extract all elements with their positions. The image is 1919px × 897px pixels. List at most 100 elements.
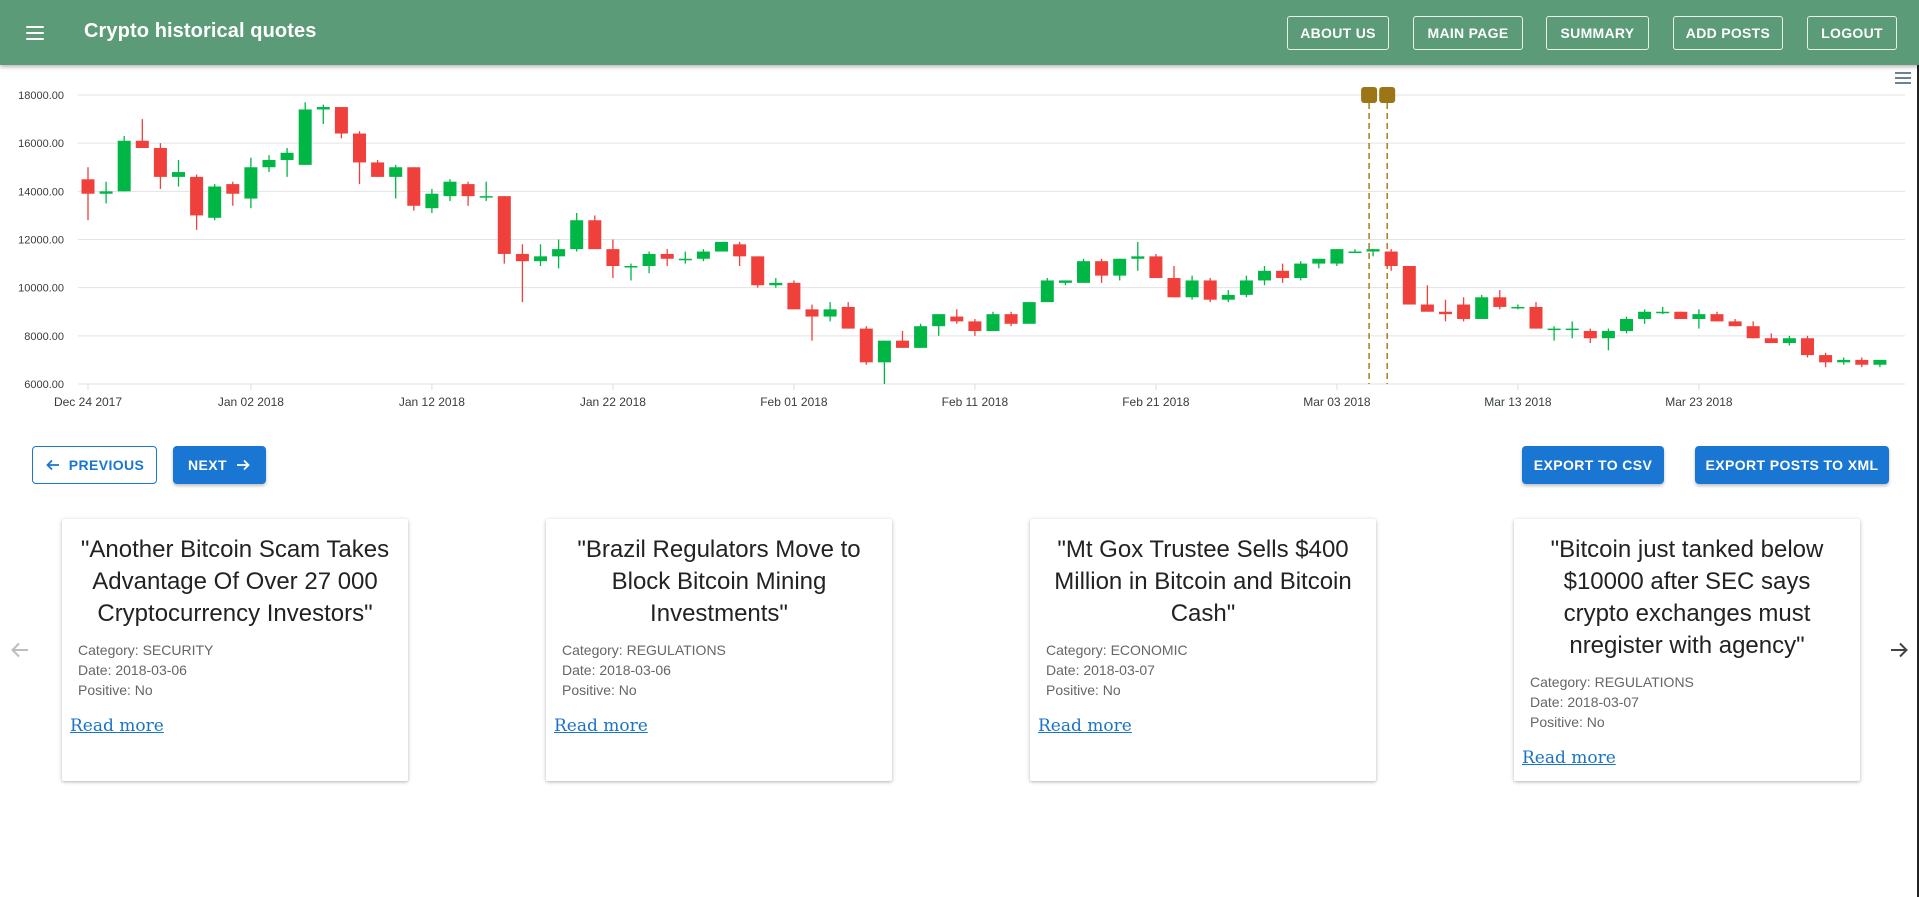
candle-body (1801, 338, 1814, 356)
candle-body (1384, 251, 1398, 266)
export-posts-xml-button[interactable]: EXPORT POSTS TO XML (1695, 446, 1889, 484)
candle-body (334, 107, 348, 134)
candle-body (1258, 270, 1271, 281)
post-category: Category: REGULATIONS (562, 642, 726, 658)
read-more-link[interactable]: Read more (1038, 716, 1132, 736)
candle-body (1674, 311, 1688, 319)
candle-body (1239, 280, 1253, 295)
candle-body (99, 191, 113, 194)
candle-body (479, 196, 493, 198)
candle-body (1728, 321, 1742, 327)
arrow-right-icon (236, 459, 250, 471)
candle-body (1040, 280, 1054, 303)
candle-body (1402, 265, 1416, 305)
x-tick-label: Feb 01 2018 (760, 395, 828, 409)
next-label: NEXT (188, 457, 227, 473)
y-tick-label: 6000.00 (24, 379, 64, 391)
candle-body (1131, 256, 1145, 259)
candle-body (1077, 261, 1090, 283)
candle-body (859, 328, 873, 363)
candle-body (1113, 258, 1127, 276)
candle-body (389, 167, 403, 177)
post-title: "Bitcoin just tanked below $10000 after … (1550, 536, 1824, 659)
post-title: "Another Bitcoin Scam Takes Advantage Of… (80, 536, 390, 627)
candle-body (570, 220, 584, 250)
candle-body (1710, 314, 1724, 322)
candle-body (588, 220, 602, 250)
read-more-link[interactable]: Read more (554, 716, 648, 736)
candle-body (787, 282, 801, 310)
candle-body (1167, 278, 1181, 298)
candle-body (1692, 314, 1706, 319)
candle-body (678, 258, 692, 261)
nav-summary-button[interactable]: SUMMARY (1546, 16, 1649, 50)
post-card: "Another Bitcoin Scam Takes Advantage Of… (62, 519, 408, 781)
candle-body (1819, 355, 1833, 363)
candle-body (1457, 304, 1471, 319)
candle-body (986, 314, 1000, 332)
candle-body (896, 340, 909, 348)
carousel-next-arrow-icon[interactable] (1887, 638, 1911, 662)
candle-body (1493, 297, 1507, 307)
price-chart[interactable]: 18000.00 16000.00 14000.00 12000.00 10000.00… (0, 68, 1919, 418)
nav-logout-button[interactable]: LOGOUT (1807, 16, 1897, 50)
candlestick-chart[interactable]: 18000.00 16000.00 14000.00 12000.00 10000.00… (0, 68, 1919, 418)
candle-body (1547, 328, 1561, 331)
candle-body (461, 184, 475, 197)
candle-body (1366, 249, 1380, 252)
candle-body (1221, 294, 1235, 300)
arrow-left-icon (45, 459, 59, 471)
post-title: "Mt Gox Trustee Sells $400 Million in Bi… (1054, 536, 1352, 627)
chart-menu-icon[interactable] (1895, 72, 1911, 86)
post-card: "Bitcoin just tanked below $10000 after … (1514, 519, 1860, 781)
read-more-link[interactable]: Read more (70, 716, 164, 736)
post-category: Category: REGULATIONS (1530, 674, 1694, 690)
candle-body (1529, 306, 1543, 329)
previous-button[interactable]: PREVIOUS (32, 446, 157, 484)
candle-body (1873, 359, 1887, 365)
next-button[interactable]: NEXT (173, 446, 266, 484)
nav-about-us-button[interactable]: ABOUT US (1287, 16, 1389, 50)
candle-body (751, 256, 765, 286)
candle-body (1601, 331, 1615, 339)
candle-body (968, 321, 982, 332)
candle-body (1475, 297, 1489, 319)
candle-body (823, 309, 837, 317)
hamburger-menu-icon[interactable] (20, 18, 50, 48)
candle-body (805, 309, 819, 317)
candle-body (1837, 359, 1851, 363)
nav-main-page-button[interactable]: MAIN PAGE (1413, 16, 1523, 50)
candle-body (624, 265, 638, 268)
export-csv-button[interactable]: EXPORT TO CSV (1522, 446, 1664, 484)
app-title: Crypto historical quotes (84, 20, 317, 42)
post-positive: Positive: No (1046, 682, 1121, 698)
annotation-marker (1361, 87, 1378, 103)
candle-body (316, 107, 330, 110)
candle-body (1638, 311, 1652, 319)
post-card: "Brazil Regulators Move to Block Bitcoin… (546, 519, 892, 781)
candle-body (1511, 306, 1525, 309)
candle-body (1583, 331, 1597, 339)
x-tick-label: Jan 22 2018 (580, 395, 646, 409)
candle-body (1294, 263, 1308, 279)
candle-body (660, 253, 674, 259)
nav-add-posts-button[interactable]: ADD POSTS (1673, 16, 1783, 50)
annotation-marker (1379, 87, 1396, 103)
candle-body (407, 167, 421, 206)
read-more-link[interactable]: Read more (1522, 748, 1616, 768)
candle-body (262, 160, 276, 168)
carousel-prev-arrow-icon[interactable] (8, 638, 32, 662)
x-tick-label: Mar 13 2018 (1484, 395, 1552, 409)
candle-body (117, 140, 131, 192)
post-positive: Positive: No (562, 682, 637, 698)
post-date: Date: 2018-03-07 (1046, 662, 1155, 678)
scrollbar[interactable] (1917, 0, 1919, 897)
candle-body (135, 140, 149, 148)
candle-body (1276, 270, 1290, 279)
x-tick-label: Feb 11 2018 (942, 395, 1009, 409)
candle-body (1330, 249, 1344, 264)
candle-body (244, 167, 258, 199)
candle-body (606, 249, 620, 266)
post-title: "Brazil Regulators Move to Block Bitcoin… (577, 536, 861, 627)
candle-body (914, 326, 928, 348)
